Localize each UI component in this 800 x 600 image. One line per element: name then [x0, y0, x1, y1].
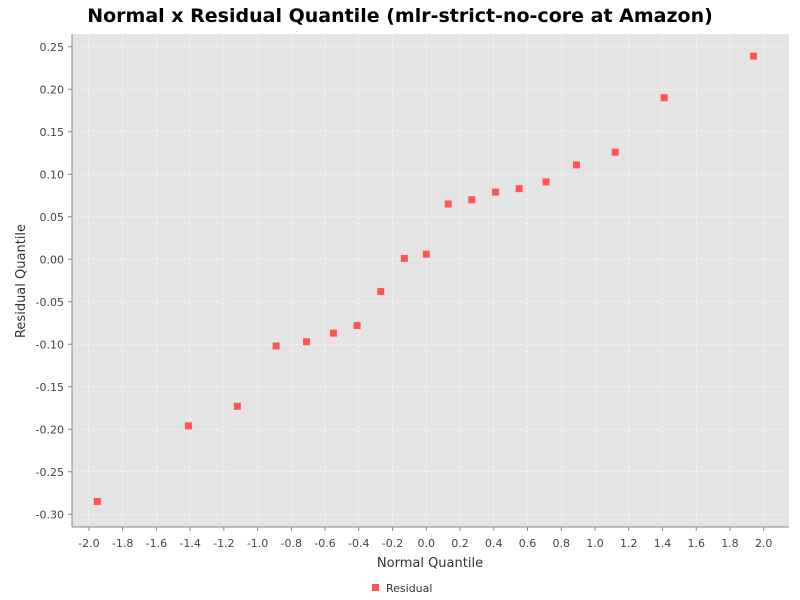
y-tick-label: -0.10 [36, 338, 64, 351]
y-tick-label: -0.20 [36, 423, 64, 436]
data-points [93, 52, 758, 505]
plot-area [72, 34, 789, 527]
y-tick-label: 0.10 [40, 168, 65, 181]
grid-lines [72, 34, 789, 527]
legend-swatch [372, 584, 379, 591]
data-point [468, 196, 476, 204]
x-tick-label: -0.6 [314, 537, 335, 550]
data-point [542, 178, 550, 186]
data-point [491, 188, 499, 196]
y-axis-label: Residual Quantile [14, 224, 29, 338]
x-tick-label: 0.4 [485, 537, 503, 550]
data-point [303, 338, 311, 346]
x-tick-label: 1.0 [586, 537, 604, 550]
x-tick-label: 0.8 [552, 537, 570, 550]
x-tick-label: 1.2 [620, 537, 638, 550]
y-tick-label: -0.25 [36, 466, 64, 479]
y-tick-label: 0.25 [40, 41, 65, 54]
data-point [422, 250, 430, 258]
axes [68, 34, 789, 531]
x-tick-label: -0.2 [382, 537, 403, 550]
x-tick-label: -1.6 [146, 537, 167, 550]
y-tick-label: 0.00 [40, 253, 65, 266]
data-point [515, 185, 523, 193]
data-point [353, 322, 361, 330]
x-tick-label: 1.4 [654, 537, 672, 550]
x-tick-label: 1.6 [687, 537, 705, 550]
y-tick-label: -0.15 [36, 381, 64, 394]
data-point [329, 329, 337, 337]
y-tick-labels: -0.30 -0.25 -0.20 -0.15 -0.10 -0.05 0.00 0.05 0.… [36, 41, 64, 522]
data-point [233, 402, 241, 410]
x-tick-label: 1.8 [721, 537, 739, 550]
data-point [750, 52, 758, 60]
data-point [272, 342, 280, 350]
x-tick-label: 0.0 [418, 537, 436, 550]
x-tick-label: 0.2 [451, 537, 469, 550]
y-tick-label: 0.05 [40, 211, 65, 224]
legend-label: Residual [386, 582, 432, 595]
data-point [377, 288, 385, 296]
x-axis-label: Normal Quantile [377, 556, 483, 571]
x-tick-label: -2.0 [78, 537, 99, 550]
legend: Residual [372, 582, 432, 595]
data-point [611, 148, 619, 156]
chart-title: Normal x Residual Quantile (mlr-strict-n… [87, 5, 713, 27]
x-tick-label: 2.0 [755, 537, 773, 550]
data-point [93, 498, 101, 505]
y-tick-label: 0.15 [40, 126, 65, 139]
x-tick-label: -1.4 [179, 537, 200, 550]
x-tick-label: -0.8 [281, 537, 302, 550]
x-tick-label: -1.0 [247, 537, 268, 550]
y-tick-label: -0.05 [36, 296, 64, 309]
data-point [444, 200, 452, 208]
data-point [660, 94, 668, 102]
data-point [572, 161, 580, 169]
x-tick-label: -1.8 [112, 537, 133, 550]
x-tick-label: -0.4 [348, 537, 369, 550]
x-tick-label: -1.2 [213, 537, 234, 550]
data-point [184, 422, 192, 430]
x-tick-label: 0.6 [519, 537, 537, 550]
y-tick-label: -0.30 [36, 508, 64, 521]
data-point [400, 254, 408, 262]
x-tick-labels: -2.0 -1.8 -1.6 -1.4 -1.2 -1.0 -0.8 -0.6 -0.4 -0.2… [78, 537, 772, 550]
y-tick-label: 0.20 [40, 83, 65, 96]
